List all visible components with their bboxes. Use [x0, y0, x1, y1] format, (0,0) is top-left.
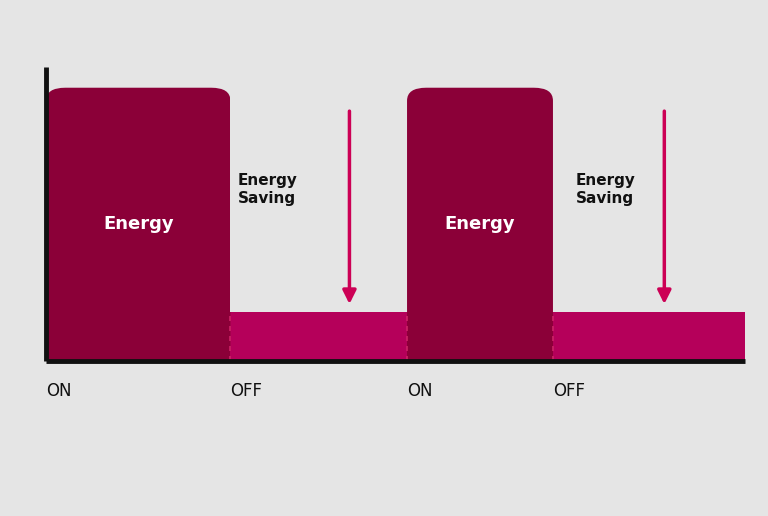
Text: Energy
Saving: Energy Saving [238, 173, 298, 206]
Text: OFF: OFF [553, 382, 585, 400]
Bar [407, 335, 553, 361]
Bar [230, 88, 407, 312]
FancyBboxPatch shape [46, 88, 230, 361]
Text: OFF: OFF [230, 382, 263, 400]
Text: Energy: Energy [103, 216, 174, 233]
FancyBboxPatch shape [407, 88, 553, 361]
Text: Energy
Saving: Energy Saving [576, 173, 636, 206]
Bar [46, 312, 745, 361]
Text: Energy: Energy [445, 216, 515, 233]
Bar [46, 335, 230, 361]
Text: ON: ON [407, 382, 432, 400]
Text: ON: ON [46, 382, 71, 400]
